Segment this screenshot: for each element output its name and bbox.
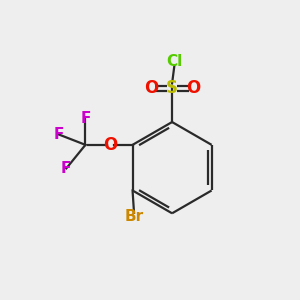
- Text: O: O: [103, 136, 118, 154]
- Text: Cl: Cl: [166, 54, 183, 69]
- Text: F: F: [54, 127, 64, 142]
- Text: S: S: [166, 79, 178, 97]
- Text: Br: Br: [124, 209, 144, 224]
- Text: F: F: [61, 161, 71, 176]
- Text: O: O: [144, 79, 158, 97]
- Text: F: F: [80, 111, 91, 126]
- Text: O: O: [186, 79, 200, 97]
